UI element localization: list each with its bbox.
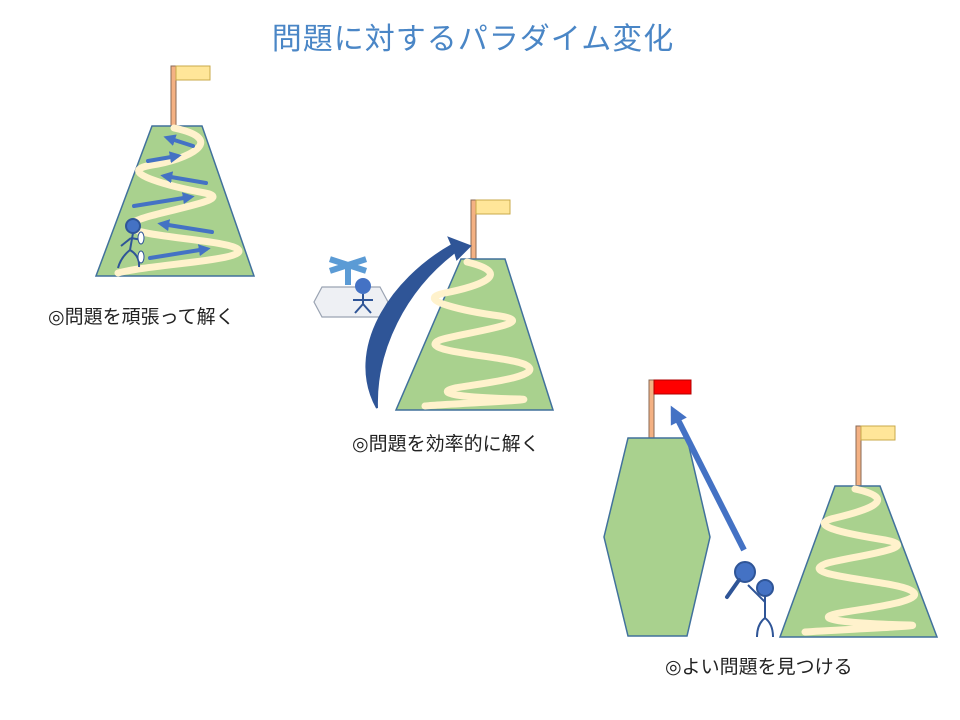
effort-arrows xyxy=(132,134,214,260)
winding-path xyxy=(421,258,534,410)
arrow-icon xyxy=(163,134,195,148)
flag-icon xyxy=(475,199,511,215)
caption-better: ◎よい問題を見つける xyxy=(665,656,853,678)
person-icon xyxy=(747,579,774,638)
flag-pole-icon xyxy=(855,425,862,489)
helicopter-icon xyxy=(313,256,389,318)
scene-better-problem xyxy=(603,379,939,638)
arrow-icon xyxy=(160,171,208,185)
arrow-icon xyxy=(148,244,211,260)
magnifying-glass-icon xyxy=(725,561,756,599)
flag-icon xyxy=(175,65,211,81)
hexagon-mountain-icon xyxy=(603,437,711,637)
arrow-icon xyxy=(146,151,182,164)
winding-path xyxy=(114,124,243,277)
person-climber-icon xyxy=(117,218,145,269)
curved-arrow-icon xyxy=(365,236,472,409)
flag-pole-icon xyxy=(648,379,655,441)
flag-icon xyxy=(860,425,896,441)
flag-pole-icon xyxy=(170,65,177,129)
arrow-icon xyxy=(157,219,214,234)
caption-efficient: ◎問題を効率的に解く xyxy=(352,433,540,455)
scene-efficient xyxy=(313,199,555,411)
search-arrow-icon xyxy=(670,405,747,552)
flag-pole-icon xyxy=(470,199,477,263)
page-title: 問題に対するパラダイム変化 xyxy=(271,22,675,57)
winding-path xyxy=(801,485,918,636)
target-flag-icon xyxy=(653,379,692,395)
scene-hard-climb xyxy=(94,65,256,277)
caption-hard: ◎問題を頑張って解く xyxy=(48,306,235,328)
arrow-icon xyxy=(132,192,195,208)
